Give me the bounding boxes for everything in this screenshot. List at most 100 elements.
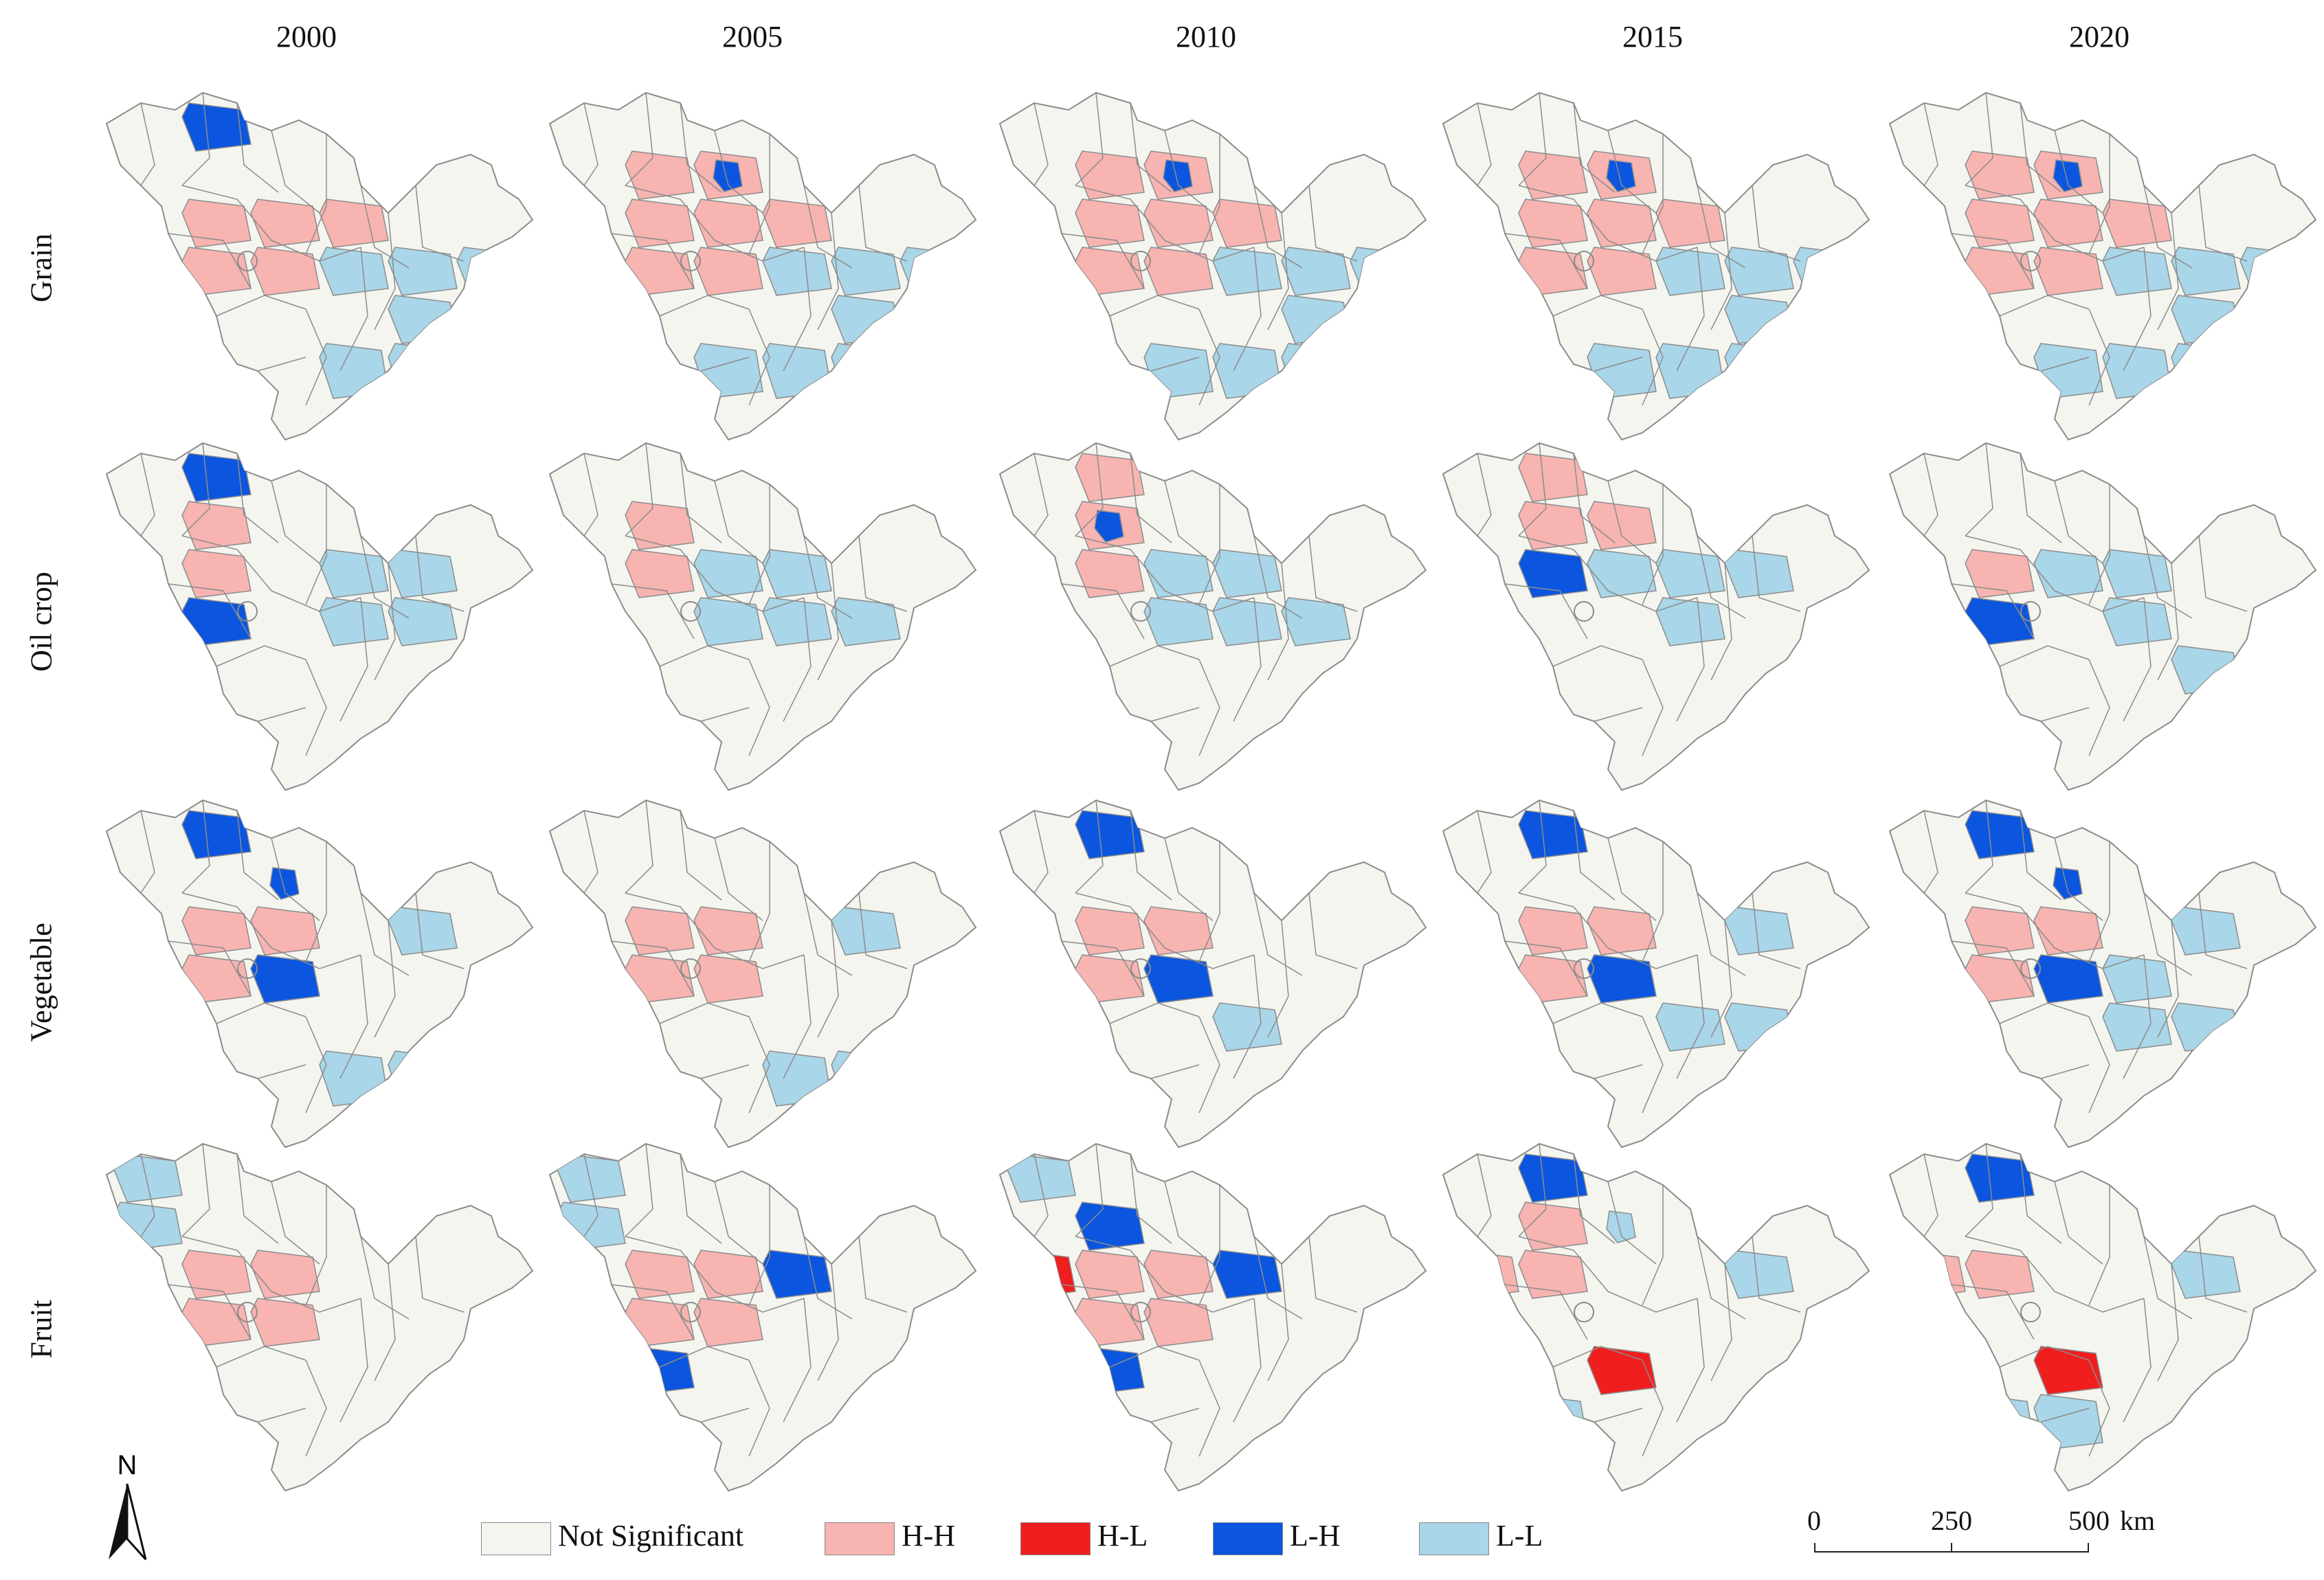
region-hh [1518,453,1588,502]
region-ll [2239,295,2310,344]
region-ll [456,295,526,344]
province-outline [1442,1142,1870,1492]
region-ll [762,247,832,296]
legend-label: Not Significant [558,1519,744,1553]
region-lh [1025,256,1055,289]
region-hh [556,597,626,646]
region-hh [181,199,252,248]
province-outline [1888,1142,2317,1492]
region-ll [1281,597,1351,646]
region-hh [1896,1250,1966,1299]
region-hh [693,1250,763,1299]
region-hh [2033,906,2103,956]
region-ll [2033,1394,2103,1450]
region-hh [1143,247,1214,296]
region-hh [1896,645,1966,695]
region-ll [1655,247,1725,296]
region-ll [831,906,901,956]
province-outline [1442,799,1870,1149]
region-hh [693,954,763,1004]
region-lh [1075,810,1145,859]
region-lh [132,606,162,639]
region-ll [1793,247,1863,296]
region-hh [250,1298,320,1347]
county-boundaries [140,800,465,1114]
enclave-boundary [237,251,258,271]
region-hh [1449,295,1519,344]
col-label-2010: 2010 [1176,20,1236,54]
region-hh [1143,1298,1214,1347]
region-hh [319,199,389,248]
region-ll [556,1153,626,1203]
county-boundaries [1477,1144,1801,1457]
row-label-grain: Grain [24,233,58,303]
region-hh [1896,1298,1966,1347]
region-hh [556,295,626,344]
region-ll [2102,1002,2172,1052]
map-vegetable-2000 [105,799,534,1149]
county-boundaries [583,93,908,406]
region-ll [1793,295,1863,344]
region-ll [2171,1250,2241,1299]
region-ll [1143,549,1214,598]
row-label-oil-crop: Oil crop [24,572,58,672]
region-lh [1468,256,1499,289]
region-hh [2033,247,2103,296]
enclave-boundary [1130,251,1151,271]
region-ll [388,1050,458,1107]
region-lh [1449,1346,1519,1395]
map-fruit-2015 [1442,1142,1870,1492]
region-ll [1965,1394,2035,1450]
region-ll [1587,343,1657,399]
region-hh [113,295,183,344]
region-hh [1587,199,1657,248]
region-hh [250,199,320,248]
region-hh [1075,199,1145,248]
province-outline [548,442,977,791]
province-outline [105,799,534,1149]
region-ll [831,295,901,344]
region-lh [1006,1002,1076,1052]
region-lh [1518,549,1588,598]
scale-tick [1951,1543,1952,1553]
region-hl [1587,1346,1657,1395]
region-hh [1143,199,1214,248]
region-hh [1518,906,1588,956]
region-ll [2102,954,2172,1004]
region-hh [1896,247,1966,296]
legend-label: L-H [1290,1519,1341,1553]
county-boundaries [583,443,908,756]
county-boundaries [1477,93,1801,406]
row-label-fruit: Fruit [24,1300,58,1359]
legend-swatch [481,1522,551,1555]
region-hh [762,199,832,248]
region-hh [1006,295,1076,344]
region-lh [181,453,252,502]
region-lh [625,1346,695,1395]
region-ll [2171,247,2241,296]
county-boundaries [140,93,465,406]
region-hh [181,1250,252,1299]
region-lh [2033,954,2103,1004]
enclave-boundary [680,601,701,622]
region-ll [319,247,389,296]
enclave-boundary [1574,251,1594,271]
map-fruit-2000 [105,1142,534,1492]
enclave-boundary [2020,958,2041,979]
col-label-2005: 2005 [722,20,783,54]
enclave-boundary [2020,1302,2041,1322]
map-fruit-2020 [1888,1142,2317,1492]
county-boundaries [1033,1144,1358,1457]
region-hh [250,247,320,296]
province-outline [1888,799,2317,1149]
enclave-boundary [1130,601,1151,622]
region-ll [388,247,458,296]
region-ll [1350,295,1420,344]
county-boundaries [583,800,908,1114]
county-boundaries [1477,800,1801,1114]
region-hh [1587,906,1657,956]
region-ll [2171,295,2241,344]
county-boundaries [140,443,465,756]
region-hh [181,906,252,956]
region-hh [693,199,763,248]
